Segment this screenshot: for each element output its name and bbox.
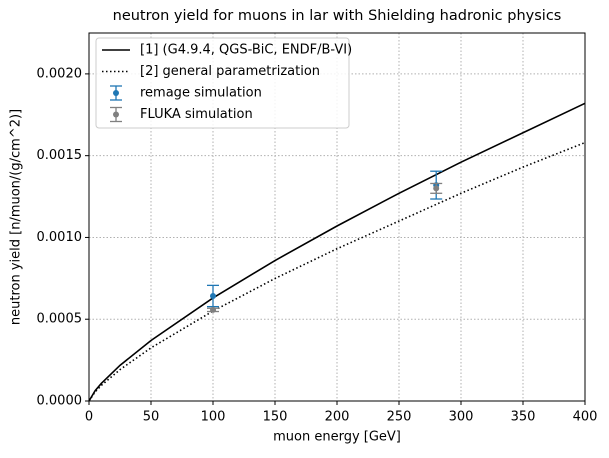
chart-title: neutron yield for muons in lar with Shie… — [113, 8, 562, 24]
legend-label: FLUKA simulation — [140, 107, 253, 122]
legend-label: [2] general parametrization — [140, 64, 320, 79]
x-tick-label: 350 — [511, 410, 536, 425]
y-axis-label: neutron yield [n/muon/(g/cm^2)] — [9, 109, 24, 325]
y-tick-label: 0.0000 — [37, 394, 83, 409]
x-tick-label: 250 — [387, 410, 412, 425]
legend-label: [1] (G4.9.4, QGS-BiC, ENDF/B-VI) — [140, 43, 352, 58]
data-point — [210, 292, 216, 299]
legend-label: remage simulation — [140, 86, 262, 101]
y-tick-label: 0.0010 — [37, 230, 83, 245]
x-tick-label: 200 — [325, 410, 350, 425]
x-tick-label: 400 — [573, 410, 598, 425]
line-series — [88, 102, 586, 402]
data-point — [433, 185, 440, 192]
legend-swatch — [113, 90, 119, 96]
line-series — [88, 141, 586, 402]
data-point — [210, 306, 216, 313]
y-tick-label: 0.0015 — [37, 148, 83, 163]
x-tick-label: 50 — [143, 410, 160, 425]
x-tick-label: 0 — [85, 410, 93, 425]
x-tick-label: 150 — [263, 410, 288, 425]
x-tick-label: 100 — [201, 410, 226, 425]
x-tick-label: 300 — [449, 410, 474, 425]
plot-frame — [88, 32, 586, 402]
legend-swatch — [113, 111, 119, 118]
y-tick-label: 0.0020 — [37, 66, 83, 81]
legend-box — [95, 37, 350, 129]
y-tick-label: 0.0005 — [37, 312, 83, 327]
x-axis-label: muon energy [GeV] — [273, 430, 401, 445]
